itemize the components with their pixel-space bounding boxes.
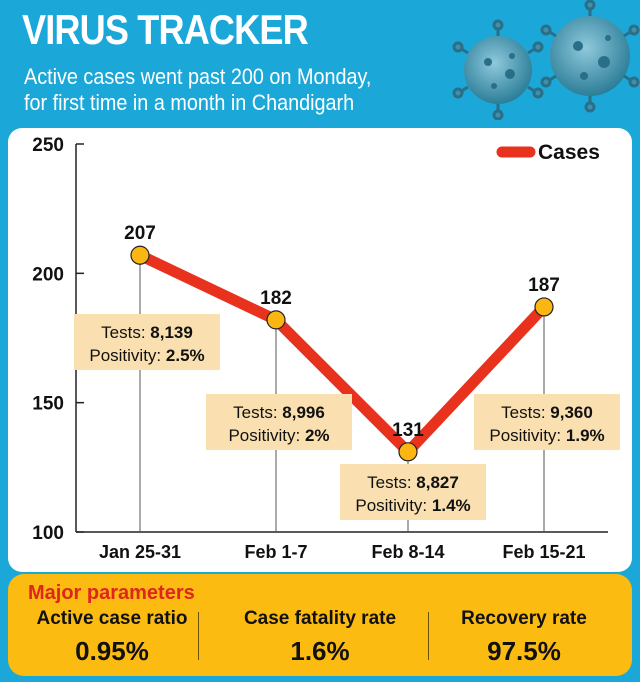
param-divider <box>428 612 429 660</box>
series-line-cases <box>134 249 550 458</box>
x-tick-label: Feb 8-14 <box>371 542 444 562</box>
y-tick-label: 100 <box>32 523 64 544</box>
header: VIRUS TRACKER Active cases went past 200… <box>0 0 640 128</box>
param-divider <box>198 612 199 660</box>
major-parameters-title: Major parameters <box>28 582 195 604</box>
data-label: 131 <box>392 420 424 441</box>
legend-label-cases: Cases <box>538 141 600 164</box>
annotation-box <box>340 464 486 520</box>
data-label: 182 <box>260 288 292 309</box>
subtitle-line-1: Active cases went past 200 on Monday, <box>24 64 372 89</box>
page-title: VIRUS TRACKER <box>22 6 309 53</box>
annotation-positivity: Positivity: 1.4% <box>355 496 470 515</box>
y-tick-label: 150 <box>32 394 64 415</box>
annotation-positivity: Positivity: 2% <box>228 426 329 445</box>
major-parameters-panel: Major parameters Active case ratio 0.95%… <box>8 574 632 676</box>
param-active-case-ratio: Active case ratio 0.95% <box>8 608 216 667</box>
param-value: 97.5% <box>487 636 561 666</box>
data-point <box>398 442 418 462</box>
data-label: 187 <box>528 275 560 296</box>
param-value: 1.6% <box>290 636 350 666</box>
annotation-box <box>206 394 352 450</box>
annotation-positivity: Positivity: 2.5% <box>89 346 204 365</box>
annotation-tests: Tests: 8,827 <box>367 473 459 492</box>
x-tick-label: Jan 25-31 <box>99 542 181 562</box>
param-label: Recovery rate <box>461 608 587 629</box>
x-tick-label: Feb 1-7 <box>244 542 307 562</box>
annotation-tests: Tests: 8,139 <box>101 323 193 342</box>
data-point <box>534 297 554 317</box>
param-label: Active case ratio <box>36 608 188 629</box>
x-tick-label: Feb 15-21 <box>502 542 585 562</box>
data-point <box>130 245 150 265</box>
data-point <box>266 310 286 330</box>
annotation-tests: Tests: 9,360 <box>501 403 593 422</box>
annotation-tests: Tests: 8,996 <box>233 403 325 422</box>
y-tick-label: 250 <box>32 135 64 156</box>
annotation-positivity: Positivity: 1.9% <box>489 426 604 445</box>
param-label: Case fatality rate <box>243 608 397 629</box>
annotation-box <box>474 394 620 450</box>
virus-icon <box>452 0 640 120</box>
annotation-box <box>74 314 220 370</box>
param-case-fatality-rate: Case fatality rate 1.6% <box>216 608 424 667</box>
data-label: 207 <box>124 223 156 244</box>
chart-panel: 100 150 200 250 Jan 25-31 Feb 1-7 Feb 8-14 Feb … <box>8 128 632 572</box>
subtitle-line-2: for first time in a month in Chandigarh <box>24 90 355 115</box>
param-recovery-rate: Recovery rate 97.5% <box>420 608 628 667</box>
line-chart: 100 150 200 250 Jan 25-31 Feb 1-7 Feb 8-14 Feb … <box>32 135 620 562</box>
page-subtitle: Active cases went past 200 on Monday, fo… <box>24 64 420 116</box>
param-value: 0.95% <box>75 636 149 666</box>
y-tick-label: 200 <box>32 264 64 285</box>
